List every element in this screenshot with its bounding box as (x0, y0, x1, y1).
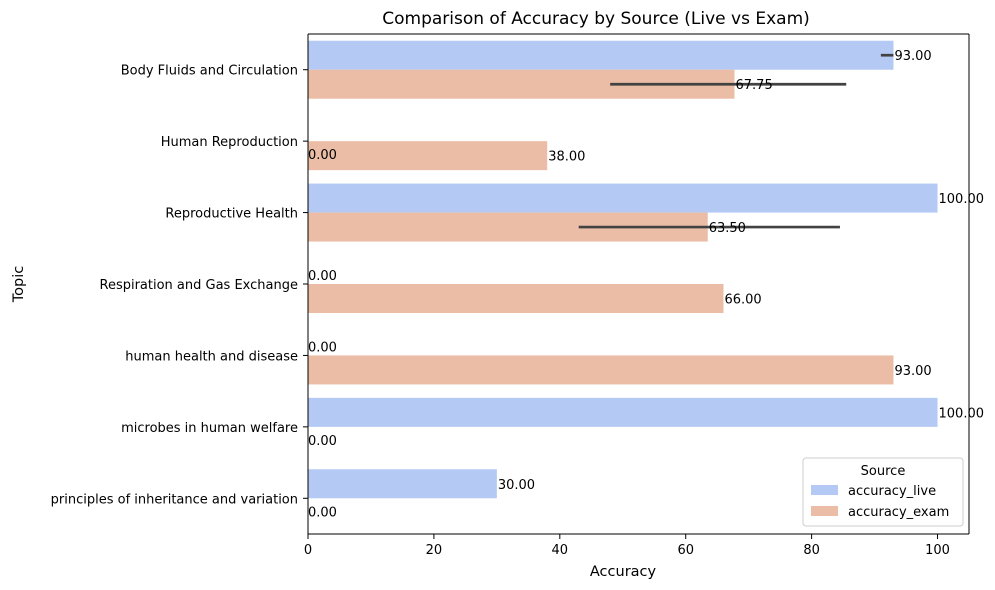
y-tick-label: Human Reproduction (161, 135, 298, 150)
bars-layer (308, 40, 938, 499)
bar-accuracy_exam (308, 141, 548, 171)
x-axis-label: Accuracy (590, 564, 657, 580)
data-label: 66.00 (724, 293, 761, 308)
error-bars-layer (578, 53, 894, 229)
bar-accuracy_live (308, 469, 497, 499)
data-label: 100.00 (939, 406, 985, 421)
data-label: 0.00 (308, 434, 337, 449)
legend-entry: accuracy_live (848, 484, 936, 499)
data-label: 38.00 (548, 150, 585, 165)
legend-box (802, 457, 964, 527)
bar-accuracy_live (308, 397, 938, 427)
data-label: 0.00 (308, 505, 337, 520)
data-label: 0.00 (308, 340, 337, 355)
data-label: 100.00 (939, 192, 985, 207)
data-label: 0.00 (308, 269, 337, 284)
y-tick-label: Body Fluids and Circulation (121, 64, 298, 79)
y-tick-label: human health and disease (125, 349, 298, 364)
legend: Source accuracy_live accuracy_exam (802, 457, 964, 527)
data-label: 93.00 (894, 49, 931, 64)
legend-swatch (811, 485, 838, 495)
bar-accuracy_live (308, 40, 894, 70)
data-label: 63.50 (709, 221, 746, 236)
data-label: 0.00 (308, 148, 337, 163)
bar-accuracy_exam (308, 355, 894, 385)
chart-title: Comparison of Accuracy by Source (Live v… (382, 9, 810, 29)
data-label: 93.00 (894, 364, 931, 379)
legend-title: Source (861, 464, 906, 479)
y-tick-label: Reproductive Health (165, 207, 298, 222)
x-tick-label: 20 (426, 543, 443, 558)
x-tick-label: 80 (803, 543, 820, 558)
axes-layer: 0 20 40 60 80 100 Body Fluids and Circulation H… (51, 33, 970, 558)
data-label: 67.75 (736, 78, 773, 93)
bar-accuracy_live (308, 183, 938, 213)
y-tick-label: principles of inheritance and variation (51, 492, 298, 507)
y-tick-label: Respiration and Gas Exchange (100, 278, 299, 293)
legend-entry: accuracy_exam (848, 505, 949, 520)
x-tick-label: 100 (925, 543, 950, 558)
data-labels-layer: 93.00 0.00 100.00 0.00 0.00 100.00 30.00 67.75 3… (308, 49, 984, 520)
data-label: 30.00 (498, 478, 535, 493)
y-axis-label: Topic (11, 266, 27, 303)
x-tick-label: 40 (552, 543, 569, 558)
x-tick-label: 60 (677, 543, 694, 558)
y-tick-label: microbes in human welfare (121, 421, 298, 436)
bar-accuracy_exam (308, 284, 724, 313)
legend-swatch (811, 506, 838, 516)
x-tick-label: 0 (304, 543, 312, 558)
